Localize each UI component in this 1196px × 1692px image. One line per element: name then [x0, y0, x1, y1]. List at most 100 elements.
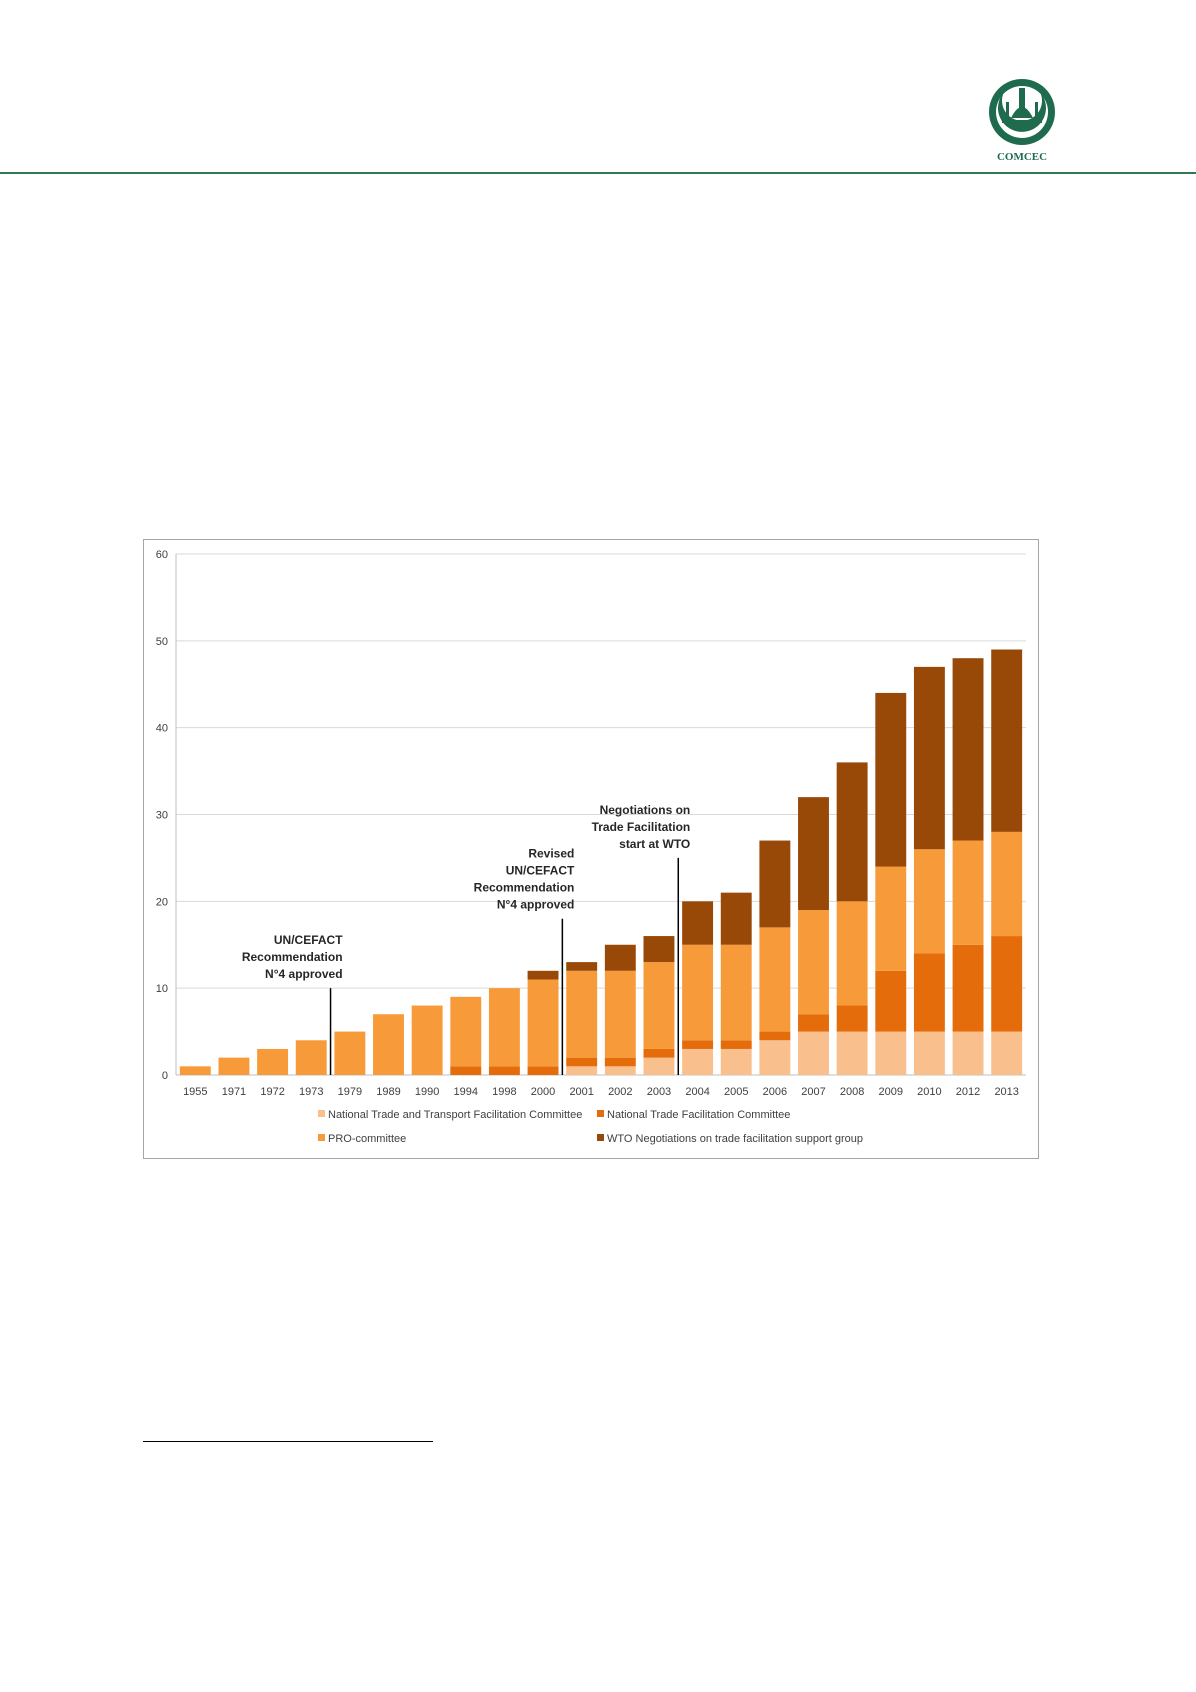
bar-1990-series-3: [411, 1005, 443, 1075]
bar-2005-series-4: [720, 892, 752, 945]
annotation-1-line-2: Recommendation: [242, 950, 343, 964]
bar-2002-series-1: [604, 1066, 636, 1075]
bar-1972-series-3: [257, 1048, 289, 1075]
bar-2013-series-4: [991, 649, 1023, 832]
header-divider: [0, 172, 1196, 174]
x-tick-label-2006: 2006: [763, 1086, 787, 1098]
x-tick-label-2009: 2009: [879, 1086, 903, 1098]
bar-1998-series-3: [488, 988, 520, 1067]
bar-2004-series-1: [682, 1048, 714, 1075]
bar-2002-series-2: [604, 1057, 636, 1067]
bar-2012-series-4: [952, 658, 984, 841]
legend-label-2: National Trade Facilitation Committee: [607, 1109, 790, 1121]
bar-2001-series-3: [566, 970, 598, 1058]
bar-2003-series-4: [643, 936, 675, 963]
bar-2012-series-1: [952, 1031, 984, 1075]
bar-2001-series-2: [566, 1057, 598, 1067]
bar-2009-series-4: [875, 692, 907, 867]
x-tick-label-1971: 1971: [222, 1086, 246, 1098]
legend-label-4: WTO Negotiations on trade facilitation s…: [607, 1133, 863, 1145]
bar-1998-series-2: [488, 1066, 520, 1075]
legend-swatch-4: [597, 1134, 604, 1141]
bar-2009-series-2: [875, 970, 907, 1032]
bar-2005-series-1: [720, 1048, 752, 1075]
annotation-1-line-3: N°4 approved: [265, 967, 342, 981]
bar-2001-series-1: [566, 1066, 598, 1075]
bar-2008-series-2: [836, 1005, 868, 1032]
bar-2006-series-1: [759, 1040, 791, 1075]
x-tick-label-2008: 2008: [840, 1086, 864, 1098]
legend-label-1: National Trade and Transport Facilitatio…: [328, 1109, 582, 1121]
bar-2006-series-3: [759, 927, 791, 1032]
annotation-3-line-1: Negotiations on: [600, 803, 691, 817]
logo-label: COMCEC: [996, 151, 1048, 163]
y-tick-label-20: 20: [156, 896, 168, 908]
bar-2004-series-3: [682, 944, 714, 1041]
bar-2002-series-4: [604, 944, 636, 971]
bar-2005-series-3: [720, 944, 752, 1041]
legend-swatch-3: [318, 1134, 325, 1141]
y-tick-label-30: 30: [156, 810, 168, 822]
bar-2006-series-2: [759, 1031, 791, 1041]
bar-2009-series-1: [875, 1031, 907, 1075]
x-tick-label-2000: 2000: [531, 1086, 555, 1098]
bar-2007-series-4: [798, 797, 829, 911]
bar-2007-series-3: [798, 910, 829, 1015]
legend-swatch-2: [597, 1110, 604, 1117]
y-tick-label-40: 40: [156, 723, 168, 735]
annotation-2-line-4: N°4 approved: [497, 898, 574, 912]
bar-2013-series-1: [991, 1031, 1023, 1075]
bar-2000-series-3: [527, 979, 559, 1067]
bar-2003-series-3: [643, 962, 675, 1049]
bar-2006-series-4: [759, 840, 791, 928]
y-tick-label-60: 60: [156, 549, 168, 561]
bar-2003-series-2: [643, 1048, 675, 1058]
annotation-2-line-1: Revised: [528, 847, 574, 861]
bar-2000-series-2: [527, 1066, 559, 1075]
bar-1955-series-3: [179, 1066, 211, 1075]
x-tick-label-2013: 2013: [994, 1086, 1018, 1098]
y-tick-label-50: 50: [156, 636, 168, 648]
comcec-logo: [989, 79, 1055, 145]
bar-2007-series-1: [798, 1031, 829, 1075]
bar-2008-series-4: [836, 762, 868, 902]
footnote-divider: [143, 1441, 433, 1442]
annotation-3-line-2: Trade Facilitation: [592, 820, 691, 834]
x-tick-label-2001: 2001: [569, 1086, 593, 1098]
bar-2004-series-2: [682, 1040, 714, 1049]
x-tick-label-1973: 1973: [299, 1086, 323, 1098]
bar-2003-series-1: [643, 1057, 675, 1075]
legend-swatch-1: [318, 1110, 325, 1117]
bar-1994-series-3: [450, 996, 482, 1067]
annotation-2-line-2: UN/CEFACT: [506, 864, 575, 878]
x-tick-label-1990: 1990: [415, 1086, 439, 1098]
y-tick-label-0: 0: [162, 1070, 168, 1082]
bar-2001-series-4: [566, 962, 598, 971]
bar-2004-series-4: [682, 901, 714, 945]
bar-2008-series-3: [836, 901, 868, 1006]
bar-2013-series-2: [991, 936, 1023, 1032]
stacked-bar-chart: 0 10 20 30 40 50 60 1955 1971 1972 1973 1979 1989 199…: [156, 549, 1026, 1145]
bar-2008-series-1: [836, 1031, 868, 1075]
x-tick-label-1998: 1998: [492, 1086, 516, 1098]
x-tick-label-2010: 2010: [917, 1086, 941, 1098]
bar-2002-series-3: [604, 970, 636, 1058]
annotation-1-line-1: UN/CEFACT: [274, 933, 343, 947]
annotation-3-line-3: start at WTO: [619, 837, 690, 851]
chart-frame: 0 10 20 30 40 50 60 1955 1971 1972 1973 1979 1989 199…: [143, 539, 1039, 1159]
bar-2010-series-4: [913, 666, 945, 850]
bar-1994-series-2: [450, 1066, 482, 1075]
x-tick-label-2012: 2012: [956, 1086, 980, 1098]
bar-2007-series-2: [798, 1014, 829, 1032]
x-tick-label-2007: 2007: [801, 1086, 825, 1098]
bar-2012-series-3: [952, 840, 984, 945]
x-tick-label-1979: 1979: [338, 1086, 362, 1098]
bar-2010-series-1: [913, 1031, 945, 1075]
bar-2009-series-3: [875, 866, 907, 971]
bar-1979-series-3: [334, 1031, 366, 1075]
bar-1973-series-3: [295, 1040, 327, 1075]
legend-label-3: PRO-committee: [328, 1133, 406, 1145]
bar-1971-series-3: [218, 1057, 250, 1075]
bar-2012-series-2: [952, 944, 984, 1032]
bar-2005-series-2: [720, 1040, 752, 1049]
